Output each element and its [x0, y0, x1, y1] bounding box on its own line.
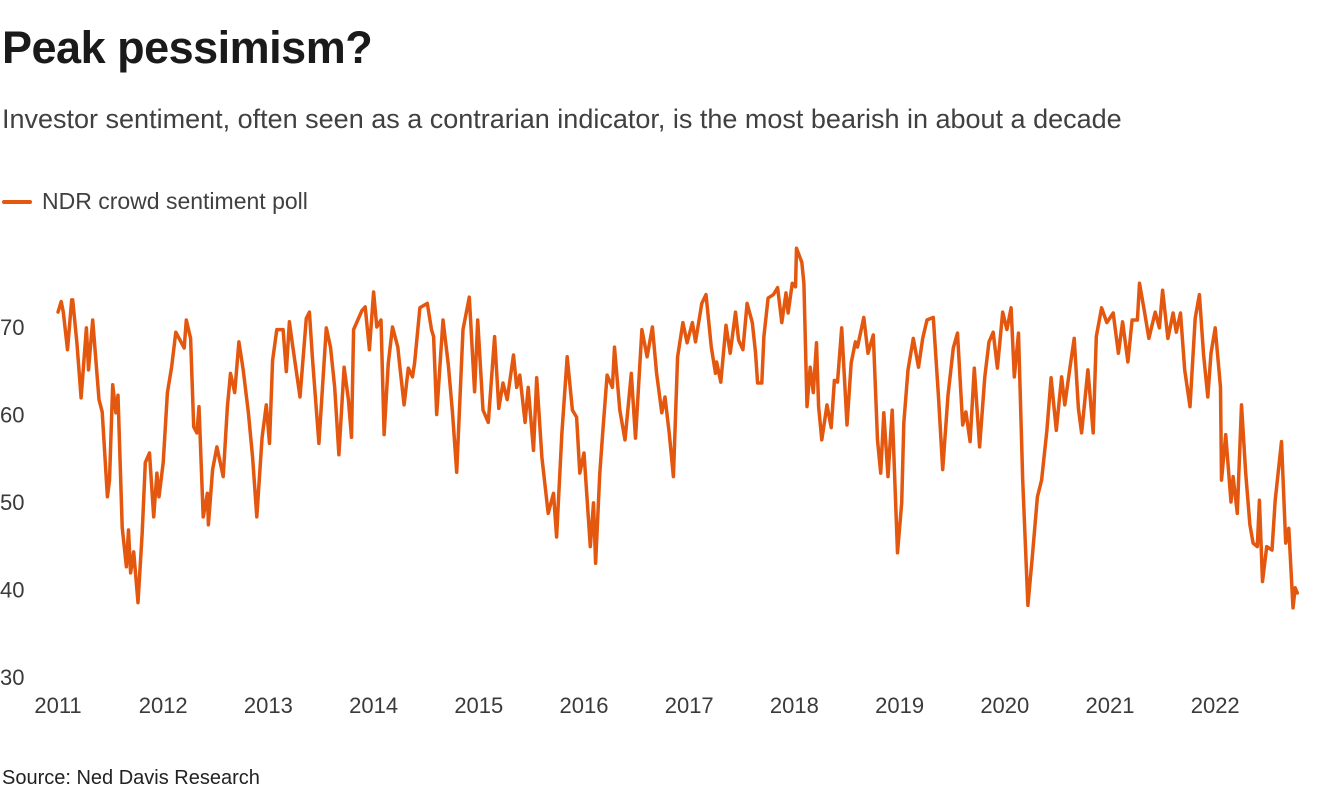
x-tick-label: 2019 — [875, 693, 924, 718]
y-tick-label: 70 — [0, 315, 24, 340]
x-tick-label: 2011 — [34, 693, 81, 718]
source-note: Source: Ned Davis Research — [2, 767, 260, 789]
legend-swatch — [2, 199, 32, 204]
y-tick-label: 60 — [0, 403, 24, 428]
x-tick-label: 2014 — [349, 693, 398, 718]
x-tick-label: 2021 — [1086, 693, 1135, 718]
x-tick-label: 2018 — [770, 693, 819, 718]
x-tick-label: 2017 — [665, 693, 714, 718]
y-tick-label: 50 — [0, 490, 24, 515]
legend: NDR crowd sentiment poll — [2, 188, 308, 215]
y-axis: 30 40 50 60 70 — [0, 315, 24, 690]
x-tick-label: 2012 — [139, 693, 188, 718]
legend-label: NDR crowd sentiment poll — [42, 188, 308, 214]
x-tick-label: 2022 — [1191, 693, 1240, 718]
chart-title: Peak pessimism? — [2, 22, 373, 73]
y-tick-label: 30 — [0, 665, 24, 690]
series-line-ndr-sentiment — [56, 246, 1300, 610]
x-tick-label: 2016 — [560, 693, 609, 718]
y-tick-label: 40 — [0, 578, 24, 603]
x-tick-label: 2020 — [980, 693, 1029, 718]
x-tick-label: 2013 — [244, 693, 293, 718]
x-axis: 2011 2012 2013 2014 2015 2016 2017 2018 2019 2020… — [34, 693, 1239, 718]
x-tick-label: 2015 — [454, 693, 503, 718]
chart-subtitle: Investor sentiment, often seen as a cont… — [2, 104, 1122, 134]
